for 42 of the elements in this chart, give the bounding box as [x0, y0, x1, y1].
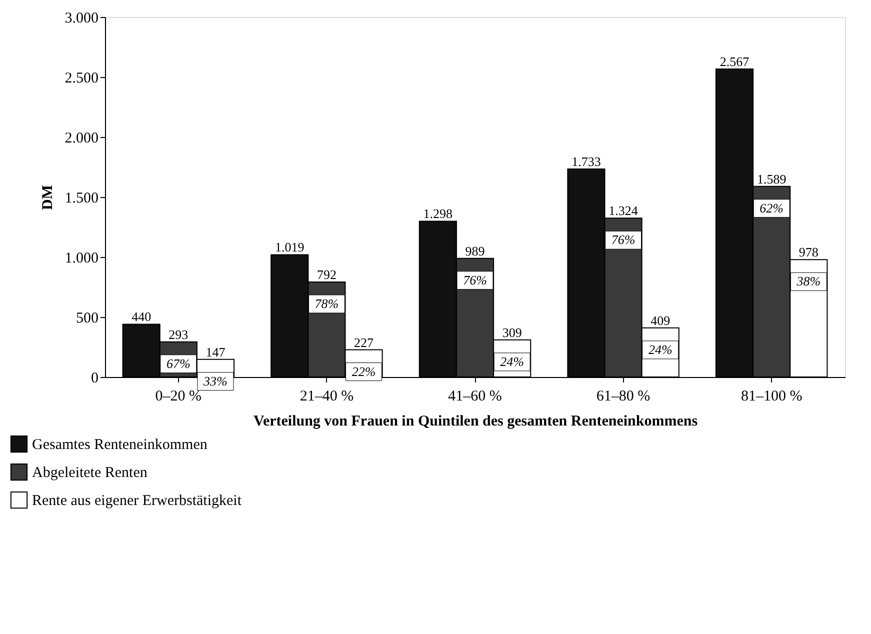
data-label: 409: [650, 312, 670, 328]
y-tick-label: 0: [91, 370, 98, 386]
annotation: 76%: [611, 232, 636, 248]
y-axis-title: DM: [40, 185, 56, 210]
data-label: 1.298: [423, 206, 453, 222]
data-label: 978: [798, 244, 818, 260]
annotation: 24%: [500, 354, 524, 369]
data-label: 2.567: [720, 54, 750, 69]
x-axis-title: Verteilung von Frauen in Quintilen des gesamten Renteneinkommens: [253, 414, 698, 430]
y-tick-label: 2.500: [64, 70, 98, 86]
data-label: 1.019: [275, 240, 304, 255]
y-tick-label: 1.500: [64, 190, 98, 206]
annotation: 78%: [314, 296, 339, 311]
annotation: 33%: [202, 373, 228, 388]
data-label: 293: [168, 326, 188, 342]
data-label: 792: [316, 266, 336, 282]
data-label: 1.589: [756, 171, 786, 186]
data-label: 309: [502, 324, 522, 340]
y-tick-label: 1.000: [64, 250, 98, 266]
y-tick-label: 2.000: [64, 130, 98, 146]
annotation: 24%: [648, 342, 672, 357]
annotation: 62%: [760, 200, 784, 216]
annotation: 67%: [166, 356, 190, 371]
data-label: 1.324: [608, 203, 638, 218]
legend-label: Gesamtes Renteneinkommen: [32, 437, 208, 453]
x-tick-label: 61–80 %: [596, 388, 650, 404]
x-tick-label: 0–20 %: [155, 388, 202, 404]
x-tick-label: 81–100 %: [740, 388, 802, 404]
annotation: 76%: [463, 272, 488, 288]
legend-label: Abgeleitete Renten: [32, 465, 148, 481]
data-label: 989: [465, 243, 485, 258]
legend-label: Rente aus eigener Erwerbstätigkeit: [32, 493, 242, 509]
y-tick-label: 3.000: [64, 10, 98, 26]
y-tick-label: 500: [76, 310, 98, 326]
x-tick-label: 21–40 %: [300, 388, 354, 404]
x-tick-label: 41–60 %: [448, 388, 502, 404]
annotation: 38%: [796, 274, 821, 289]
data-label: 1.733: [572, 154, 601, 170]
data-label: 147: [206, 344, 226, 360]
data-label: 227: [354, 334, 374, 350]
data-label: 440: [132, 309, 152, 324]
annotation: 22%: [352, 364, 376, 379]
